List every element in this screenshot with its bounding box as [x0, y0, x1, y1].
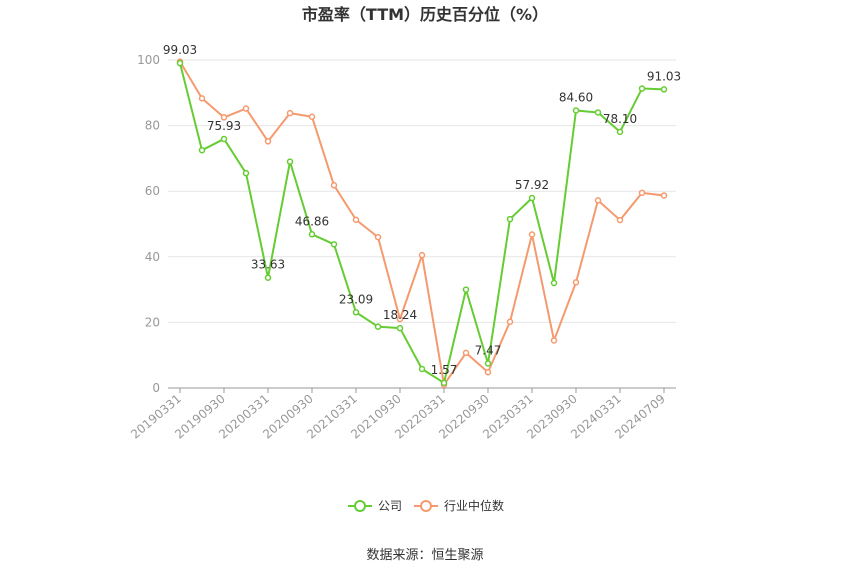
data-point [462, 349, 470, 357]
data-label: 18.24 [383, 308, 417, 322]
data-point [484, 360, 492, 367]
series-layer [176, 58, 668, 388]
data-point [242, 169, 250, 177]
data-point [550, 279, 558, 287]
data-point [176, 59, 184, 67]
data-point [418, 251, 426, 259]
legend-marker [354, 500, 366, 512]
data-label: 91.03 [647, 69, 681, 83]
data-point [572, 107, 580, 114]
data-point [572, 279, 580, 286]
data-point [396, 324, 404, 332]
data-point [616, 216, 624, 224]
legend: 公司 行业中位数 [348, 498, 504, 513]
y-tick-label: 40 [145, 250, 160, 264]
data-label: 84.60 [559, 91, 593, 105]
data-point [330, 241, 338, 248]
data-point [374, 323, 382, 330]
data-point [198, 95, 206, 102]
data-point [352, 216, 360, 223]
data-point [616, 128, 624, 136]
data-point [594, 197, 602, 204]
data-point [638, 85, 646, 92]
data-point [660, 192, 668, 199]
data-point [264, 274, 272, 281]
data-label: 75.93 [207, 119, 241, 133]
data-point [308, 231, 316, 238]
source-note: 数据来源：恒生聚源 [366, 548, 483, 563]
data-point [484, 369, 492, 376]
data-point [440, 379, 448, 387]
data-label: 1.57 [431, 363, 458, 377]
data-point [220, 135, 228, 143]
series-line [179, 61, 665, 386]
data-point [286, 109, 294, 117]
y-tick-label: 60 [145, 184, 160, 198]
data-point [220, 114, 228, 121]
y-tick-label: 80 [145, 119, 160, 133]
data-point [594, 109, 602, 116]
data-point [550, 337, 558, 344]
data-point [462, 286, 470, 293]
data-point [308, 113, 316, 120]
data-point [506, 318, 514, 325]
data-label: 7.47 [475, 343, 502, 357]
y-tick-label: 20 [145, 315, 160, 329]
data-point [660, 86, 668, 93]
data-point [528, 194, 536, 202]
data-point [506, 215, 514, 223]
data-point [198, 146, 206, 154]
data-label: 46.86 [295, 214, 329, 228]
data-label: 33.63 [251, 258, 285, 272]
y-tick-label: 0 [152, 381, 160, 395]
data-point [264, 138, 272, 145]
data-point [242, 105, 250, 112]
data-label: 23.09 [339, 292, 373, 306]
data-point [286, 158, 294, 165]
data-label: 78.10 [603, 112, 637, 126]
data-point [528, 231, 536, 238]
y-tick-label: 100 [137, 53, 160, 67]
data-point [330, 182, 338, 189]
chart-title: 市盈率（TTM）历史百分位（%） [302, 5, 548, 24]
legend-label: 公司 [378, 499, 402, 513]
data-point [638, 189, 646, 197]
data-point [374, 233, 382, 241]
data-point [418, 365, 426, 373]
grid-lines [168, 59, 676, 323]
legend-marker [420, 500, 432, 512]
data-point [396, 315, 404, 323]
data-point [352, 309, 360, 316]
data-label: 99.03 [163, 43, 197, 57]
data-label: 57.92 [515, 178, 549, 192]
data-labels: 99.03 75.93 33.63 46.86 23.09 18.24 1.57 7.47 57… [163, 43, 681, 377]
legend-label: 行业中位数 [444, 498, 504, 513]
